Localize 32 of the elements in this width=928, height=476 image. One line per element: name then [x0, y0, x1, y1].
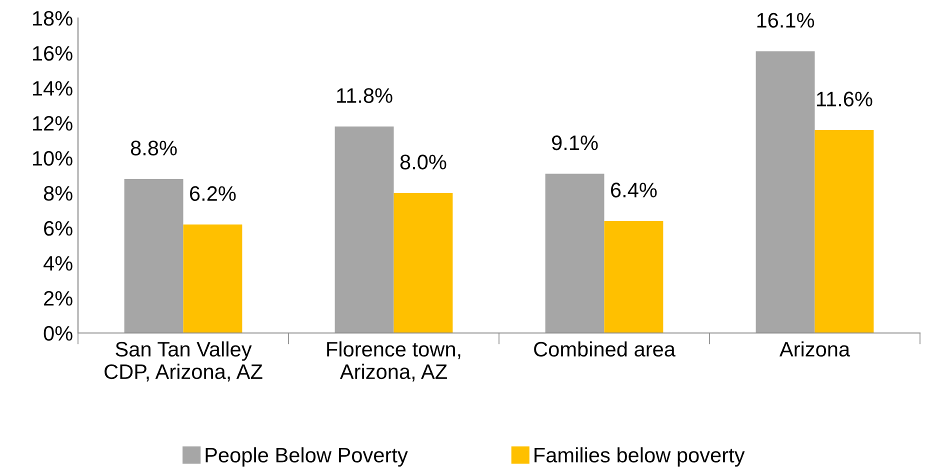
bar [604, 221, 664, 333]
y-tick-label: 2% [44, 291, 72, 306]
y-tick-label: 14% [33, 81, 72, 96]
y-tick-label: 0% [44, 326, 72, 341]
x-tick-label: Florence town, Arizona, AZ [327, 341, 460, 382]
bar [756, 51, 815, 333]
data-label: 8.0% [400, 154, 446, 170]
data-label: 8.8% [130, 140, 177, 156]
bar [545, 174, 604, 333]
x-tick-label: San Tan Valley CDP, Arizona, AZ [104, 341, 262, 382]
y-tick-label: 8% [44, 186, 72, 201]
x-tick-label: Combined area [534, 341, 676, 357]
y-tick-label: 6% [44, 221, 72, 236]
data-label: 6.2% [190, 186, 236, 201]
data-label: 6.4% [611, 182, 657, 198]
y-tick-label: 16% [33, 46, 72, 61]
data-label: 11.6% [817, 92, 872, 106]
y-tick-label: 12% [33, 116, 72, 131]
x-tick-label: Arizona [779, 341, 850, 357]
bar [124, 179, 184, 333]
legend-label: Families below poverty [534, 447, 745, 467]
data-label: 16.1% [757, 12, 814, 28]
y-tick-label: 4% [44, 256, 72, 271]
bar [334, 126, 394, 333]
bar [394, 193, 453, 333]
data-label: 9.1% [552, 135, 598, 150]
y-tick-label: 10% [33, 151, 72, 166]
data-label: 11.8% [337, 88, 392, 103]
bar [183, 224, 242, 333]
legend-label: People Below Poverty [206, 447, 408, 467]
bar [814, 130, 874, 333]
y-tick-label: 18% [33, 11, 72, 26]
